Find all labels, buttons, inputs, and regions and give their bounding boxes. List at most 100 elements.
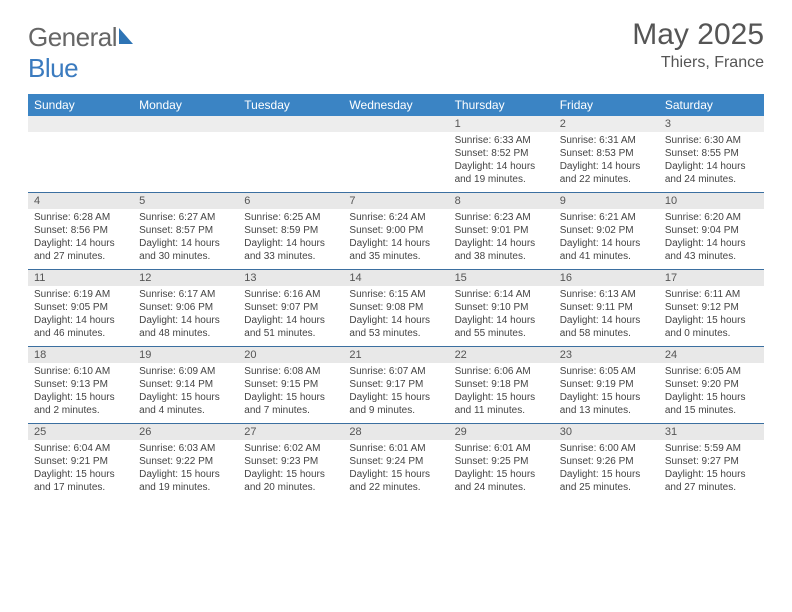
day-info-line: and 33 minutes.: [244, 250, 337, 263]
day-info-line: Daylight: 14 hours: [349, 314, 442, 327]
day-cell: Sunrise: 6:08 AMSunset: 9:15 PMDaylight:…: [238, 363, 343, 423]
day-number: 28: [343, 424, 448, 440]
dow-sunday: Sunday: [28, 94, 133, 116]
day-info-line: and 19 minutes.: [139, 481, 232, 494]
day-number-strip: 25262728293031: [28, 424, 764, 440]
dow-tuesday: Tuesday: [238, 94, 343, 116]
day-info-line: Sunrise: 6:05 AM: [665, 365, 758, 378]
day-info-line: Sunrise: 6:19 AM: [34, 288, 127, 301]
day-info-line: Daylight: 14 hours: [34, 314, 127, 327]
day-number: 26: [133, 424, 238, 440]
day-info-line: Daylight: 14 hours: [34, 237, 127, 250]
day-number: 21: [343, 347, 448, 363]
day-number: 20: [238, 347, 343, 363]
dow-saturday: Saturday: [659, 94, 764, 116]
day-info-line: Sunset: 9:00 PM: [349, 224, 442, 237]
day-info-line: Daylight: 15 hours: [560, 391, 653, 404]
day-cell: Sunrise: 6:28 AMSunset: 8:56 PMDaylight:…: [28, 209, 133, 269]
day-info-line: Sunset: 9:13 PM: [34, 378, 127, 391]
day-info-line: Sunrise: 6:31 AM: [560, 134, 653, 147]
day-info-line: Sunrise: 6:01 AM: [349, 442, 442, 455]
day-cell: Sunrise: 6:04 AMSunset: 9:21 PMDaylight:…: [28, 440, 133, 500]
day-info-line: and 9 minutes.: [349, 404, 442, 417]
day-info-line: Sunset: 8:52 PM: [455, 147, 548, 160]
day-info-line: Sunset: 9:04 PM: [665, 224, 758, 237]
day-info-line: Daylight: 14 hours: [455, 237, 548, 250]
day-cell: Sunrise: 6:25 AMSunset: 8:59 PMDaylight:…: [238, 209, 343, 269]
location: Thiers, France: [632, 54, 764, 72]
dow-thursday: Thursday: [449, 94, 554, 116]
day-cell: Sunrise: 6:31 AMSunset: 8:53 PMDaylight:…: [554, 132, 659, 192]
day-info-line: Daylight: 14 hours: [244, 314, 337, 327]
day-info-line: Sunset: 8:55 PM: [665, 147, 758, 160]
day-of-week-header: Sunday Monday Tuesday Wednesday Thursday…: [28, 94, 764, 116]
day-info-line: and 25 minutes.: [560, 481, 653, 494]
day-info-line: Daylight: 15 hours: [139, 391, 232, 404]
day-info-line: Daylight: 15 hours: [665, 314, 758, 327]
day-info-line: Daylight: 14 hours: [455, 314, 548, 327]
day-number: 15: [449, 270, 554, 286]
day-info-line: and 35 minutes.: [349, 250, 442, 263]
logo-word2: Blue: [28, 53, 78, 83]
day-cell: [28, 132, 133, 192]
day-cell: Sunrise: 6:05 AMSunset: 9:19 PMDaylight:…: [554, 363, 659, 423]
day-info-line: Daylight: 14 hours: [455, 160, 548, 173]
day-cell: Sunrise: 6:33 AMSunset: 8:52 PMDaylight:…: [449, 132, 554, 192]
day-info-line: Sunrise: 6:07 AM: [349, 365, 442, 378]
day-info-line: Daylight: 15 hours: [455, 468, 548, 481]
day-body-strip: Sunrise: 6:10 AMSunset: 9:13 PMDaylight:…: [28, 363, 764, 423]
day-info-line: Sunset: 9:11 PM: [560, 301, 653, 314]
day-info-line: Daylight: 15 hours: [244, 468, 337, 481]
day-info-line: Sunset: 9:14 PM: [139, 378, 232, 391]
logo-word1: General: [28, 22, 117, 52]
day-number: 10: [659, 193, 764, 209]
day-cell: Sunrise: 6:14 AMSunset: 9:10 PMDaylight:…: [449, 286, 554, 346]
day-info-line: and 7 minutes.: [244, 404, 337, 417]
day-info-line: Sunset: 9:23 PM: [244, 455, 337, 468]
day-number: 16: [554, 270, 659, 286]
week-row: 18192021222324Sunrise: 6:10 AMSunset: 9:…: [28, 347, 764, 424]
day-number-strip: 11121314151617: [28, 270, 764, 286]
day-cell: Sunrise: 6:16 AMSunset: 9:07 PMDaylight:…: [238, 286, 343, 346]
day-info-line: Daylight: 14 hours: [665, 160, 758, 173]
day-number: 29: [449, 424, 554, 440]
day-body-strip: Sunrise: 6:33 AMSunset: 8:52 PMDaylight:…: [28, 132, 764, 192]
day-number: 31: [659, 424, 764, 440]
day-cell: Sunrise: 6:30 AMSunset: 8:55 PMDaylight:…: [659, 132, 764, 192]
day-number: [28, 116, 133, 132]
day-info-line: Daylight: 14 hours: [560, 160, 653, 173]
week-row: 25262728293031Sunrise: 6:04 AMSunset: 9:…: [28, 424, 764, 500]
day-info-line: Sunset: 9:15 PM: [244, 378, 337, 391]
day-number: 18: [28, 347, 133, 363]
logo: General Blue: [28, 22, 139, 84]
week-row: 11121314151617Sunrise: 6:19 AMSunset: 9:…: [28, 270, 764, 347]
day-info-line: Sunrise: 6:23 AM: [455, 211, 548, 224]
day-info-line: Sunset: 9:21 PM: [34, 455, 127, 468]
day-body-strip: Sunrise: 6:19 AMSunset: 9:05 PMDaylight:…: [28, 286, 764, 346]
day-info-line: Daylight: 14 hours: [560, 237, 653, 250]
day-cell: Sunrise: 6:09 AMSunset: 9:14 PMDaylight:…: [133, 363, 238, 423]
day-number: 12: [133, 270, 238, 286]
day-info-line: Sunrise: 6:00 AM: [560, 442, 653, 455]
day-body-strip: Sunrise: 6:28 AMSunset: 8:56 PMDaylight:…: [28, 209, 764, 269]
logo-sail-icon: [117, 22, 139, 53]
day-info-line: Sunset: 9:27 PM: [665, 455, 758, 468]
day-number: [343, 116, 448, 132]
day-info-line: Sunrise: 6:01 AM: [455, 442, 548, 455]
day-info-line: and 53 minutes.: [349, 327, 442, 340]
day-cell: Sunrise: 6:01 AMSunset: 9:24 PMDaylight:…: [343, 440, 448, 500]
day-info-line: Daylight: 15 hours: [560, 468, 653, 481]
day-number: 27: [238, 424, 343, 440]
day-info-line: and 51 minutes.: [244, 327, 337, 340]
day-number: 24: [659, 347, 764, 363]
header: General Blue May 2025 Thiers, France: [28, 18, 764, 84]
month-title: May 2025: [632, 18, 764, 52]
day-cell: Sunrise: 6:20 AMSunset: 9:04 PMDaylight:…: [659, 209, 764, 269]
day-info-line: Sunset: 8:59 PM: [244, 224, 337, 237]
day-info-line: Sunrise: 6:03 AM: [139, 442, 232, 455]
day-info-line: Sunrise: 6:27 AM: [139, 211, 232, 224]
day-info-line: Sunrise: 6:13 AM: [560, 288, 653, 301]
day-cell: Sunrise: 6:02 AMSunset: 9:23 PMDaylight:…: [238, 440, 343, 500]
day-info-line: and 17 minutes.: [34, 481, 127, 494]
day-number: 5: [133, 193, 238, 209]
